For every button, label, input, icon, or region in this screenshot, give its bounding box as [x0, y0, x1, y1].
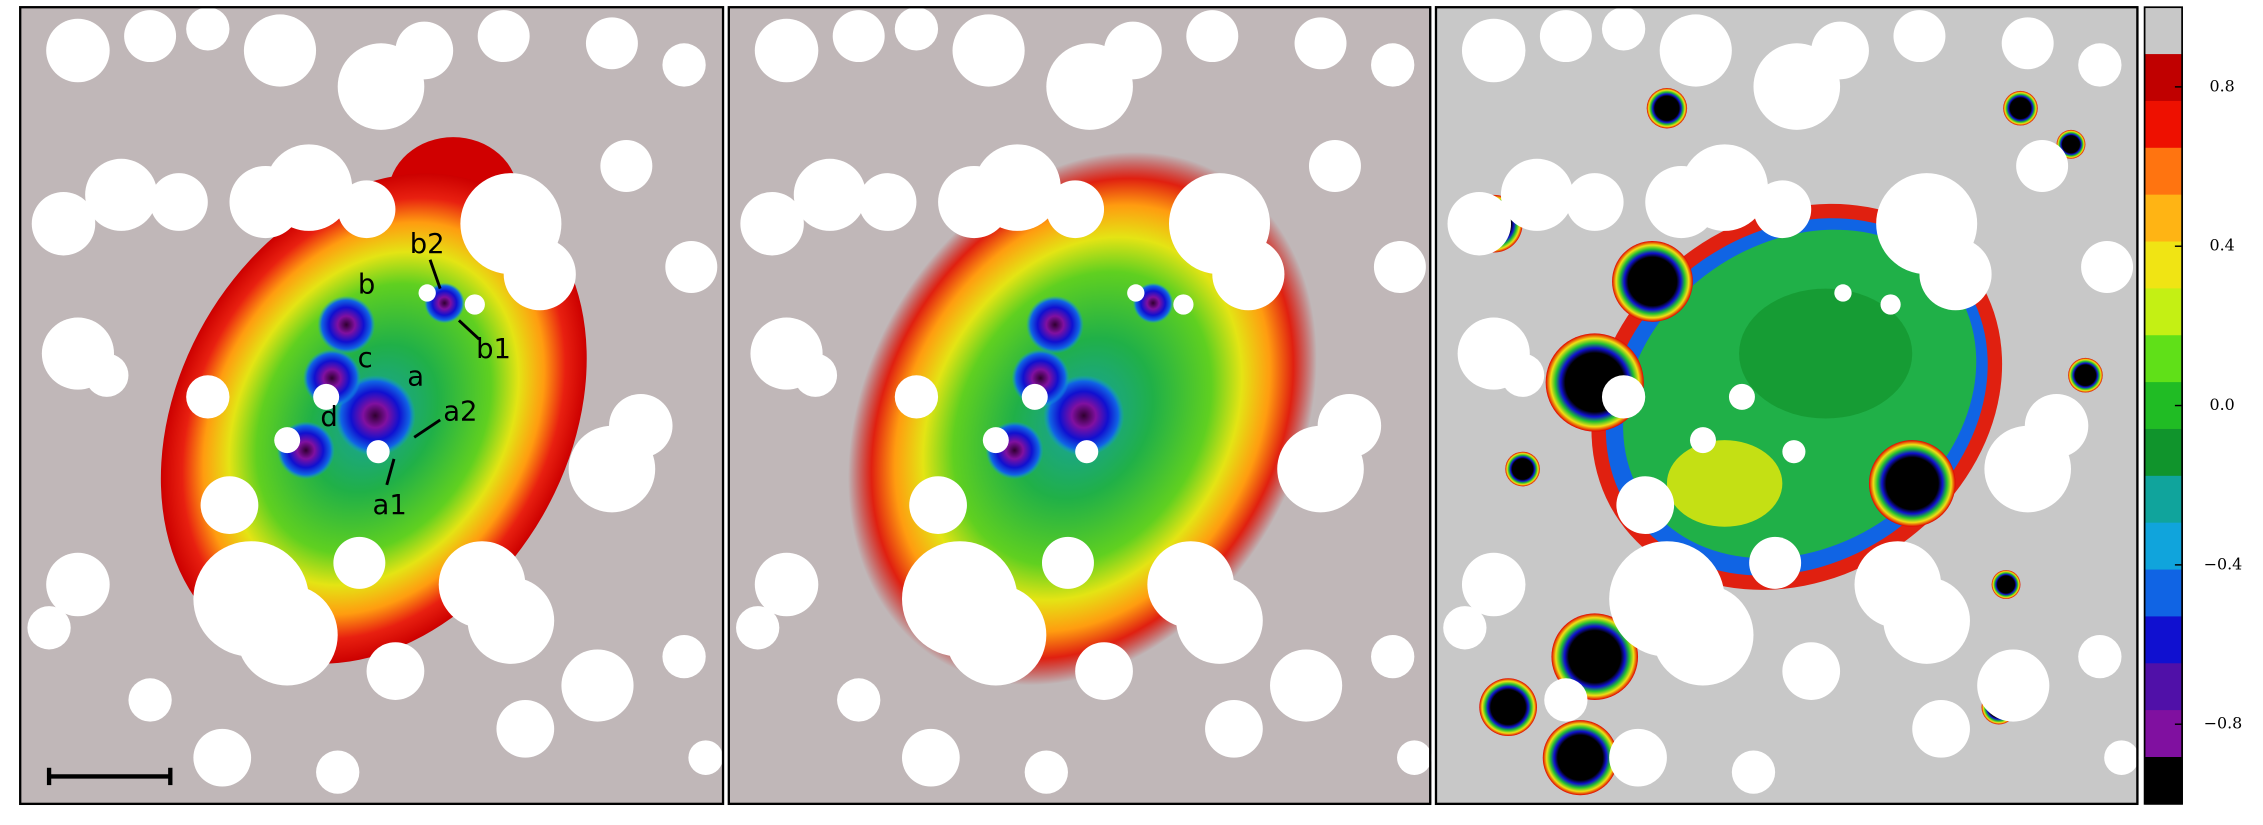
colorbar-band — [2144, 710, 2183, 758]
colorbar-band — [2144, 757, 2183, 805]
residual-hole — [1479, 678, 1538, 737]
panel-frame — [1434, 6, 2139, 806]
knot — [1026, 295, 1084, 354]
colorbar-band — [2144, 194, 2183, 243]
annotation: a — [407, 362, 424, 393]
panel-residual — [1435, 7, 2139, 804]
colorbar-band — [2144, 428, 2183, 477]
annotation: b2 — [410, 229, 445, 260]
leader-line — [428, 259, 442, 290]
panel-model — [728, 7, 1432, 804]
residual-hole — [1868, 440, 1956, 527]
annotation: b — [358, 269, 375, 300]
colorbar-band — [2144, 7, 2183, 55]
annotation: c — [358, 343, 373, 374]
colorbar-band — [2144, 569, 2183, 618]
colorbar: 0.8 0.4 0.0 −0.4 −0.8 — [2143, 6, 2243, 805]
colorbar-band — [2144, 663, 2183, 711]
residual-hole — [2068, 357, 2103, 393]
residual-hole — [2003, 90, 2038, 126]
panel-frame — [19, 6, 725, 806]
annotation: d — [320, 402, 337, 433]
panel-frame — [727, 6, 1432, 806]
scale-bar — [46, 767, 173, 786]
panels: b2 b b1 c a a2 d a1 0.8 0.4 0.0 −0.4 −0.8 — [19, 6, 2243, 806]
residual-hole — [1551, 613, 1639, 700]
colorbar-band — [2144, 100, 2183, 149]
colorbar-band — [2144, 288, 2183, 336]
leader-line — [413, 418, 441, 439]
colorbar-band — [2144, 241, 2183, 290]
leader-line — [457, 319, 481, 341]
colorbar-tick-label: 0.8 — [2210, 76, 2235, 95]
residual-hole — [1612, 241, 1693, 322]
colorbar-band — [2144, 147, 2183, 196]
residual-hole — [1646, 88, 1688, 129]
annotation: b1 — [476, 334, 511, 365]
colorbar-tick-label: −0.8 — [2204, 714, 2243, 733]
annotation: a2 — [443, 396, 477, 427]
colorbar-tick-label: −0.4 — [2204, 554, 2243, 573]
colorbar-tick-label: 0.4 — [2210, 236, 2235, 255]
panel-observed — [20, 7, 724, 804]
colorbar-band — [2144, 54, 2183, 102]
residual-hole — [2056, 129, 2086, 159]
colorbar-band — [2144, 522, 2183, 571]
residual-hole — [1505, 451, 1540, 487]
residual-hole — [1991, 570, 2021, 599]
colorbar-band — [2144, 335, 2183, 383]
residual-patch — [1666, 440, 1783, 527]
colorbar-tick-label: 0.0 — [2210, 395, 2235, 414]
colorbar-band — [2144, 616, 2183, 664]
residual-patch — [1739, 288, 1913, 419]
knot — [317, 295, 376, 354]
residual-hole — [1542, 720, 1618, 796]
leader-line — [385, 458, 396, 486]
annotation: a1 — [373, 490, 407, 521]
colorbar-band — [2144, 475, 2183, 524]
